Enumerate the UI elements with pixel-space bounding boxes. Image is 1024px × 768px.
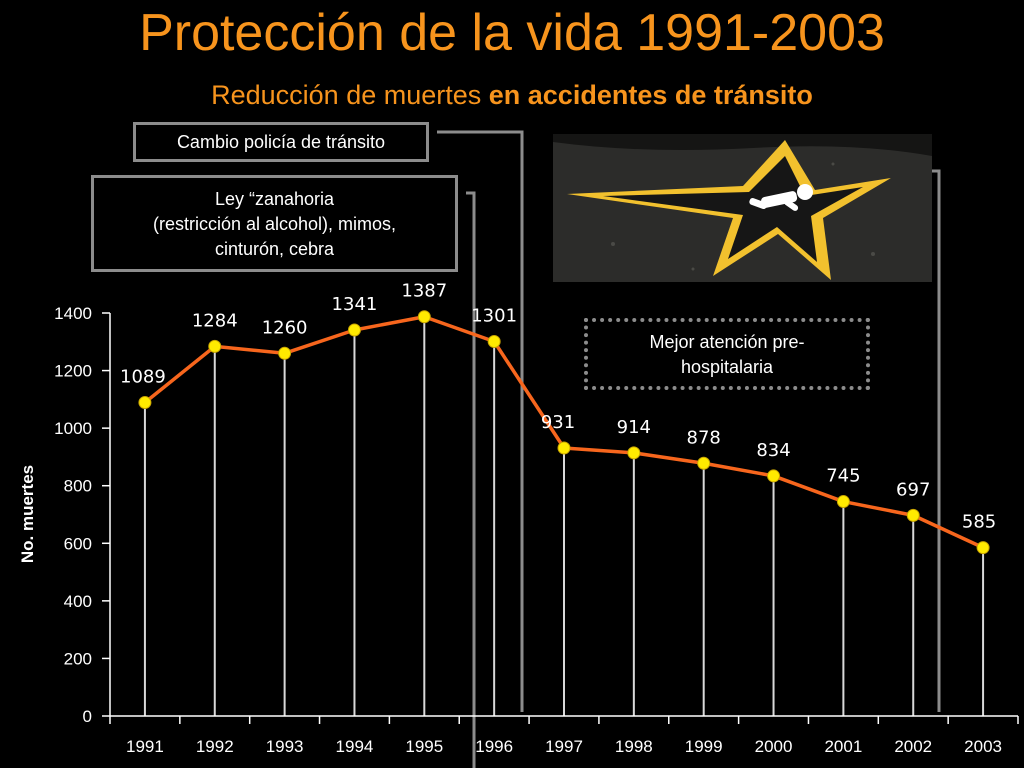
y-tick-label-1200: 1200 (54, 362, 92, 381)
data-point-1992 (208, 339, 222, 353)
data-point-1995 (417, 310, 431, 324)
data-point-2000 (767, 469, 781, 483)
data-label-2003: 585 (962, 512, 996, 533)
subtitle-bold: en accidentes de tránsito (488, 80, 813, 110)
x-tick-label-1999: 1999 (685, 737, 723, 756)
road-marking-photo (553, 134, 932, 282)
data-point-1998 (627, 446, 641, 460)
data-label-1999: 878 (687, 427, 721, 448)
x-tick-label-1994: 1994 (336, 737, 374, 756)
x-tick-label-2003: 2003 (964, 737, 1002, 756)
annotation-law-line1: Ley “zanahoria (214, 189, 335, 209)
data-point-1997 (557, 441, 571, 455)
x-tick-label-2001: 2001 (824, 737, 862, 756)
data-label-1996: 1301 (471, 305, 517, 326)
x-tick-label-1998: 1998 (615, 737, 653, 756)
y-tick-label-400: 400 (64, 592, 92, 611)
annotation-law: Ley “zanahoria (restricción al alcohol),… (91, 175, 458, 272)
data-point-2003 (976, 541, 990, 555)
annotation-care-line2: hospitalaria (680, 357, 774, 377)
annotation-police-text: Cambio policía de tránsito (176, 132, 386, 152)
annotation-law-line2: (restricción al alcohol), mimos, (152, 214, 397, 234)
x-tick-label-1996: 1996 (475, 737, 513, 756)
x-tick-label-1993: 1993 (266, 737, 304, 756)
y-tick-label-200: 200 (64, 649, 92, 668)
data-point-1994 (347, 323, 361, 337)
data-label-1991: 1089 (120, 367, 166, 388)
callout-line-police (437, 130, 524, 712)
data-label-1993: 1260 (262, 317, 308, 338)
data-point-2002 (906, 508, 920, 522)
y-tick-label-600: 600 (64, 534, 92, 553)
y-tick-label-1400: 1400 (54, 304, 92, 323)
data-point-1996 (487, 334, 501, 348)
annotation-care-line1: Mejor atención pre- (649, 332, 805, 352)
x-tick-label-2000: 2000 (755, 737, 793, 756)
annotation-police-change: Cambio policía de tránsito (133, 122, 429, 162)
data-label-1997: 931 (541, 412, 575, 433)
annotation-prehospital-care: Mejor atención pre- hospitalaria (584, 318, 870, 390)
data-label-1995: 1387 (401, 281, 447, 302)
callout-line-photo (929, 169, 941, 712)
annotation-law-line3: cinturón, cebra (214, 239, 335, 259)
data-label-1994: 1341 (332, 294, 378, 315)
x-tick-label-1995: 1995 (405, 737, 443, 756)
x-tick-label-1991: 1991 (126, 737, 164, 756)
road-star-pedestrian-marking-icon (553, 134, 932, 282)
data-point-1999 (697, 456, 711, 470)
subtitle-normal: Reducción de muertes (211, 80, 489, 110)
y-tick-label-1000: 1000 (54, 419, 92, 438)
data-label-2001: 745 (826, 466, 860, 487)
data-point-1993 (278, 346, 292, 360)
data-point-2001 (836, 495, 850, 509)
x-tick-label-1997: 1997 (545, 737, 583, 756)
data-label-2002: 697 (896, 479, 930, 500)
data-point-1991 (138, 396, 152, 410)
x-tick-label-1992: 1992 (196, 737, 234, 756)
page-title: Protección de la vida 1991-2003 (139, 4, 885, 62)
y-tick-label-0: 0 (83, 707, 92, 726)
y-tick-label-800: 800 (64, 477, 92, 496)
data-label-1992: 1284 (192, 310, 238, 331)
page-subtitle: Reducción de muertes en accidentes de tr… (0, 78, 1024, 112)
y-axis-label: No. muertes (18, 464, 37, 564)
data-label-1998: 914 (617, 417, 651, 438)
callout-line-law (466, 191, 476, 768)
data-label-2000: 834 (756, 440, 790, 461)
x-tick-label-2002: 2002 (894, 737, 932, 756)
